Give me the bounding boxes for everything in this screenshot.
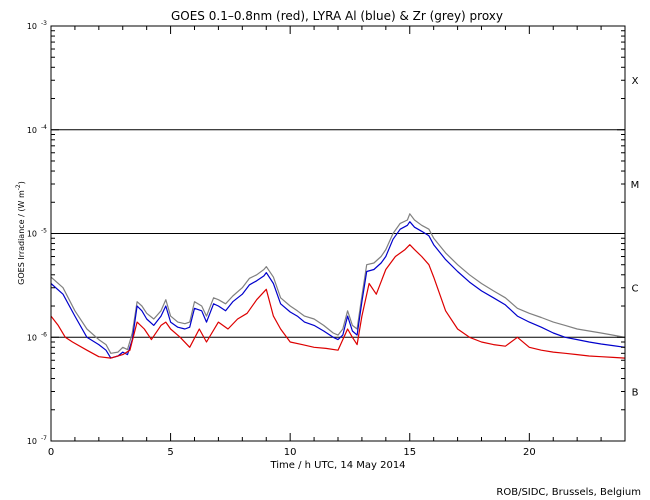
series-line-red (50, 244, 626, 359)
flare-class-label: X (632, 76, 639, 87)
flare-class-label: M (631, 180, 640, 191)
y-tick-exponent: -6 (41, 331, 47, 338)
flare-class-labels: X M C B (631, 76, 640, 398)
y-tick-label: 10 (27, 22, 37, 31)
y-tick-exponent: -4 (41, 124, 47, 131)
chart-title: GOES 0.1–0.8nm (red), LYRA Al (blue) & Z… (171, 9, 503, 23)
y-axis-label-text: GOES Irradiance / (W m (17, 190, 26, 285)
x-tick-label: 20 (523, 447, 536, 458)
flare-class-levels (51, 129, 625, 338)
y-axis-label: GOES Irradiance / (W m-2) (15, 181, 26, 285)
x-axis-label: Time / h UTC, 14 May 2014 (269, 460, 405, 471)
series-line-blue (50, 221, 626, 359)
credit-footer: ROB/SIDC, Brussels, Belgium (496, 487, 641, 498)
series-line-grey (50, 213, 626, 354)
y-axis-label-close: ) (17, 181, 26, 184)
x-tick-label: 0 (48, 447, 54, 458)
x-tick-label: 5 (167, 447, 173, 458)
y-tick-label: 10 (27, 126, 37, 135)
y-tick-exponent: -7 (41, 435, 47, 442)
y-tick-exponent: -5 (41, 228, 47, 235)
x-tick-label: 10 (284, 447, 297, 458)
flare-class-label: C (632, 284, 639, 295)
y-axis-ticks: 10 -7 10 -6 10 -5 10 -4 10 -3 (27, 20, 625, 446)
flare-class-label: B (632, 387, 639, 398)
x-tick-label: 15 (403, 447, 416, 458)
series-layer (50, 213, 626, 359)
y-axis-label-exponent: -2 (15, 184, 22, 190)
y-tick-label: 10 (27, 437, 37, 446)
y-tick-label: 10 (27, 333, 37, 342)
y-tick-label: 10 (27, 230, 37, 239)
x-axis-ticks: 0 5 10 15 20 (48, 26, 626, 458)
y-tick-exponent: -3 (41, 20, 47, 27)
